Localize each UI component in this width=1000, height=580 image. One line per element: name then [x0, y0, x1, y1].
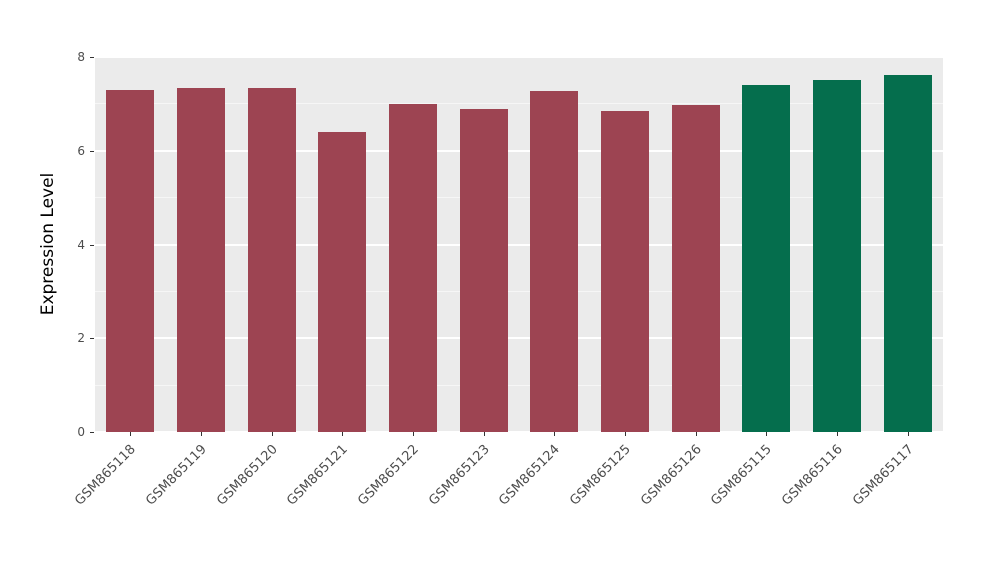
gridline-major [95, 431, 943, 433]
x-tick-label-GSM865115: GSM865115 [708, 442, 775, 509]
x-tick-mark [342, 432, 344, 436]
bar-GSM865125 [600, 110, 650, 432]
y-tick-mark [90, 244, 94, 246]
gridline-major [95, 243, 943, 246]
bar-GSM865123 [459, 108, 508, 432]
x-tick-mark [695, 432, 697, 436]
bar-GSM865116 [812, 80, 862, 432]
x-tick-mark [271, 432, 273, 436]
y-tick-mark [90, 150, 94, 152]
x-tick-label-GSM865123: GSM865123 [425, 442, 493, 509]
x-tick-label-GSM865124: GSM865124 [496, 442, 563, 509]
x-tick-label-GSM865122: GSM865122 [355, 442, 422, 509]
bar-GSM865124 [530, 91, 579, 432]
x-tick-label-GSM865117: GSM865117 [849, 442, 917, 509]
bar-GSM865126 [671, 104, 720, 432]
x-tick-label-GSM865121: GSM865121 [284, 442, 351, 509]
x-tick-mark [766, 432, 768, 436]
x-tick-mark [413, 432, 414, 436]
y-tick-mark [90, 432, 94, 433]
plot-panel [95, 56, 943, 433]
bar-GSM865118 [106, 89, 155, 432]
y-tick-mark [90, 57, 94, 58]
x-tick-label-GSM865118: GSM865118 [72, 442, 139, 509]
gridline-minor [95, 384, 943, 386]
x-tick-mark [130, 432, 132, 436]
gridline-major [95, 149, 943, 152]
x-tick-mark [837, 432, 838, 436]
bar-GSM865122 [388, 103, 438, 432]
x-tick-mark [907, 432, 909, 436]
bar-GSM865119 [176, 88, 226, 432]
y-tick-label-2: 2 [77, 331, 85, 346]
bar-GSM865121 [318, 132, 367, 432]
gridline-major [95, 337, 943, 340]
gridline-minor [95, 197, 943, 199]
x-tick-label-GSM865120: GSM865120 [213, 442, 281, 509]
y-tick-label-4: 4 [77, 237, 85, 252]
bar-GSM865115 [742, 85, 791, 432]
y-tick-mark [90, 338, 94, 340]
y-tick-label-8: 8 [77, 50, 85, 64]
x-tick-mark [625, 432, 626, 436]
bar-GSM865117 [883, 74, 932, 432]
x-tick-mark [554, 432, 556, 436]
gridline-minor [95, 290, 943, 292]
gridline-minor [95, 103, 943, 105]
x-tick-label-GSM865126: GSM865126 [637, 442, 705, 509]
y-tick-label-6: 6 [77, 143, 85, 158]
x-tick-label-GSM865119: GSM865119 [143, 442, 210, 509]
bar-GSM865120 [247, 88, 296, 432]
y-tick-label-0: 0 [77, 425, 85, 439]
x-tick-mark [201, 432, 202, 436]
gridline-major [95, 56, 943, 58]
x-tick-label-GSM865116: GSM865116 [779, 442, 846, 509]
x-tick-label-GSM865125: GSM865125 [567, 442, 634, 509]
x-tick-mark [483, 432, 485, 436]
